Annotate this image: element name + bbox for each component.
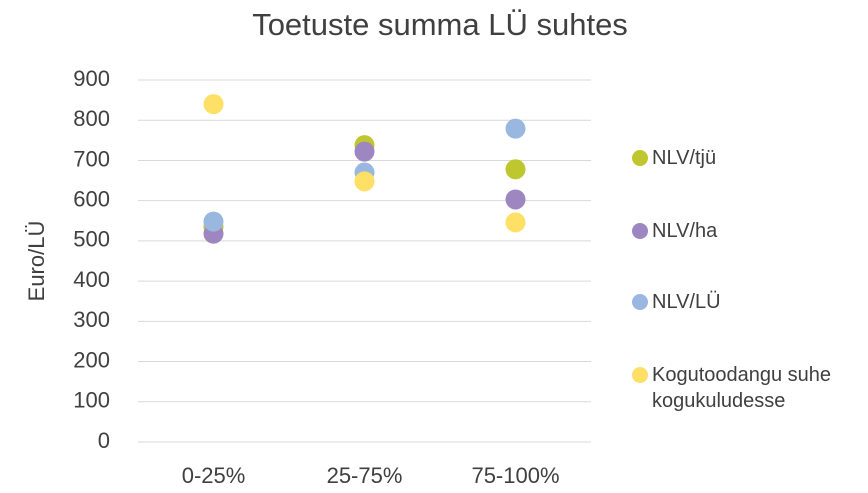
y-tick-label: 700: [73, 146, 110, 171]
y-tick-label: 400: [73, 267, 110, 292]
x-tick-label: 75-100%: [471, 463, 559, 488]
legend-item: NLV/ha: [632, 218, 866, 244]
y-tick-label: 600: [73, 186, 110, 211]
legend-item: NLV/tjü: [632, 145, 866, 171]
y-tick-label: 500: [73, 227, 110, 252]
point: [354, 141, 375, 162]
point: [203, 94, 224, 115]
y-tick-label: 800: [73, 106, 110, 131]
point: [203, 211, 224, 232]
legend-item: Kogutoodangu suhe kogukuludesse: [632, 362, 866, 414]
legend-marker: [632, 294, 648, 310]
x-tick-label: 25-75%: [327, 463, 403, 488]
y-tick-label: 0: [98, 428, 110, 453]
point: [354, 171, 375, 192]
point: [505, 212, 526, 233]
y-axis-title: Euro/LÜ: [24, 221, 49, 302]
legend-label: NLV/ha: [652, 220, 718, 242]
y-tick-label: 100: [73, 388, 110, 413]
legend-marker: [632, 223, 648, 239]
point: [505, 159, 526, 180]
legend-label: NLV/tjü: [652, 147, 717, 169]
x-tick-label: 0-25%: [182, 463, 246, 488]
y-tick-label: 900: [73, 66, 110, 91]
chart-title: Toetuste summa LÜ suhtes: [252, 7, 628, 42]
point: [505, 189, 526, 210]
y-tick-label: 300: [73, 307, 110, 332]
legend-label: NLV/LÜ: [652, 291, 721, 313]
legend-item: NLV/LÜ: [632, 289, 866, 315]
legend-label: Kogutoodangu suhe kogukuludesse: [652, 364, 832, 412]
legend-marker: [632, 150, 648, 166]
point: [505, 118, 526, 139]
y-tick-label: 200: [73, 347, 110, 372]
legend-marker: [632, 367, 648, 383]
